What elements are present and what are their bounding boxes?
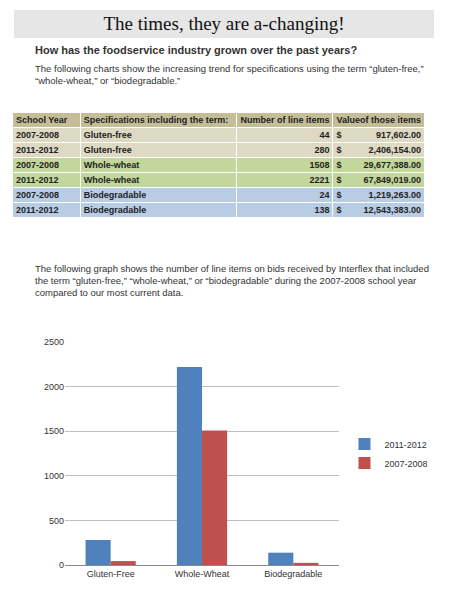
- html-text:The following charts show the: The following charts show the increasing…: [35, 63, 424, 86]
- html-text:67,849,019.00: 67,849,019.00: [363, 175, 421, 185]
- html-text:2007-2008: 2007-2008: [16, 190, 59, 200]
- svg-text:Biodegradable: Biodegradable: [264, 569, 322, 579]
- html-text:138: 138: [314, 205, 330, 215]
- html-text:44: 44: [319, 130, 330, 140]
- html-text:2007-2008: 2007-2008: [16, 160, 59, 170]
- html-text:Gluten-free: Gluten-free: [83, 130, 132, 140]
- html-text:1508: 1508: [309, 160, 330, 170]
- svg-text:2500: 2500: [44, 337, 64, 347]
- html-text:12,543,383.00: 12,543,383.00: [363, 205, 421, 215]
- html-text:Whole-wheat: Whole-wheat: [83, 175, 140, 185]
- html-text:29,677,388.00: 29,677,388.00: [363, 160, 421, 170]
- html-text:School Year: School Year: [16, 115, 68, 125]
- html-text:Whole-wheat: Whole-wheat: [83, 160, 140, 170]
- html-text:2221: 2221: [309, 175, 330, 185]
- html-text:Value of those items: Value of those items: [336, 115, 421, 125]
- svg-text:Gluten-Free: Gluten-Free: [87, 569, 135, 579]
- html-text:1,219,263.00: 1,219,263.00: [368, 190, 421, 200]
- html-text:2007-2008: 2007-2008: [16, 130, 59, 140]
- html-text:2011-2012: 2011-2012: [16, 175, 59, 185]
- svg-text:Whole-Wheat: Whole-Wheat: [175, 569, 230, 579]
- svg-text:2011-2012: 2011-2012: [384, 440, 426, 450]
- svg-text:0: 0: [59, 560, 64, 570]
- html-text:24: 24: [319, 190, 330, 200]
- html-text:Gluten-free: Gluten-free: [83, 145, 132, 155]
- html-text:The following graph shows the: The following graph shows the number of …: [35, 263, 429, 298]
- html-text:2,406,154.00: 2,406,154.00: [368, 145, 421, 155]
- html-text:Specifications including the t: Specifications including the term:: [83, 115, 229, 125]
- html-text:Number of line items: Number of line items: [240, 115, 330, 125]
- html-text:280: 280: [314, 145, 330, 155]
- html-text:2011-2012: 2011-2012: [16, 145, 59, 155]
- html-text:The times, they are a-changing: The times, they are a-changing!: [103, 13, 345, 34]
- svg-text:2000: 2000: [44, 382, 64, 392]
- html-text:How has the foodservice indust: How has the foodservice industry grown o…: [35, 44, 358, 56]
- svg-text:1500: 1500: [44, 426, 64, 436]
- html-text:2011-2012: 2011-2012: [16, 205, 59, 215]
- svg-text:500: 500: [49, 516, 64, 526]
- svg-text:2007-2008: 2007-2008: [384, 459, 427, 469]
- html-text:Biodegradable: Biodegradable: [83, 190, 147, 200]
- html-text:Biodegradable: Biodegradable: [83, 205, 147, 215]
- html-text:917,602.00: 917,602.00: [376, 130, 421, 140]
- svg-text:1000: 1000: [44, 471, 64, 481]
